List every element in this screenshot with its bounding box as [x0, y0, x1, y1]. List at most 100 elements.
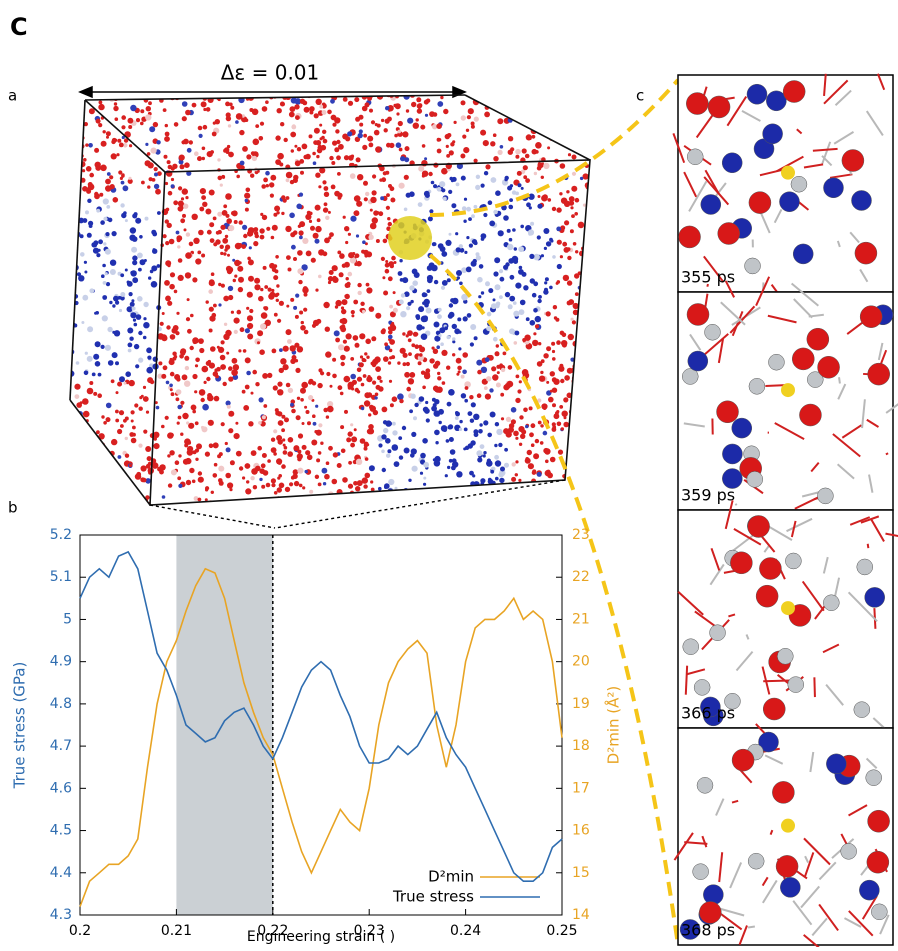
atom — [266, 483, 271, 488]
atom — [419, 353, 423, 357]
atom — [291, 476, 295, 480]
atom — [371, 120, 375, 124]
atom — [109, 301, 112, 304]
atom — [62, 281, 67, 286]
atom — [504, 500, 508, 504]
atom — [492, 90, 496, 94]
atom — [496, 383, 501, 388]
atom — [381, 119, 384, 122]
atom — [71, 493, 77, 499]
atom — [198, 498, 202, 502]
atom — [176, 231, 180, 235]
atom — [97, 393, 102, 398]
atom — [305, 470, 308, 473]
atom — [229, 103, 233, 107]
atom — [442, 381, 446, 385]
atom — [228, 152, 234, 158]
y-tick-label: 5 — [63, 611, 72, 627]
atom — [400, 311, 406, 317]
atom — [106, 282, 110, 286]
atom — [745, 258, 761, 274]
atom — [346, 437, 351, 442]
x-tick-label: 0.2 — [69, 923, 91, 939]
atom — [161, 334, 167, 340]
atom — [72, 273, 76, 277]
center-atom — [781, 601, 795, 615]
atom — [198, 471, 202, 475]
atom — [278, 420, 284, 426]
atom — [119, 376, 125, 382]
atom — [334, 147, 339, 152]
atom — [208, 360, 211, 363]
atom — [474, 336, 478, 340]
atom — [259, 478, 262, 481]
atom — [111, 379, 115, 383]
atom — [410, 394, 415, 399]
atom — [261, 485, 265, 489]
atom — [66, 172, 72, 178]
atom — [490, 141, 495, 146]
center-atom — [781, 383, 795, 397]
atom — [124, 485, 127, 488]
atom — [228, 428, 233, 433]
atom — [143, 430, 147, 434]
atom — [178, 186, 182, 190]
atom — [356, 234, 359, 237]
atom — [134, 403, 138, 407]
atom — [420, 453, 426, 459]
atom — [213, 217, 217, 221]
atom — [338, 344, 344, 350]
atom — [248, 259, 254, 265]
atom — [559, 498, 564, 503]
atom — [339, 499, 345, 505]
atom — [83, 470, 88, 475]
atom — [390, 198, 395, 203]
atom — [528, 463, 534, 469]
atom — [590, 406, 594, 410]
atom — [228, 411, 234, 417]
atom — [85, 210, 89, 214]
atom — [480, 444, 485, 449]
atom — [131, 247, 137, 253]
atom — [526, 108, 532, 114]
atom — [73, 485, 78, 490]
atom — [266, 184, 269, 187]
atom — [285, 487, 290, 492]
atom — [234, 275, 237, 278]
atom — [409, 506, 415, 512]
atom — [464, 428, 468, 432]
atom — [374, 130, 380, 136]
atom — [178, 454, 181, 457]
atom — [170, 272, 175, 277]
atom — [132, 426, 136, 430]
atom — [297, 347, 301, 351]
atom — [456, 358, 462, 364]
atom — [138, 358, 143, 363]
atom — [233, 279, 236, 282]
atom — [224, 323, 227, 326]
atom — [245, 199, 248, 202]
atom — [121, 125, 125, 129]
atom — [162, 312, 165, 315]
atom — [686, 93, 708, 115]
atom — [823, 178, 843, 198]
atom — [171, 184, 175, 188]
atom — [121, 474, 126, 479]
atom — [226, 218, 232, 224]
atom — [433, 458, 436, 461]
atom — [92, 486, 95, 489]
atom — [75, 112, 80, 117]
atom — [414, 403, 418, 407]
atom — [517, 389, 521, 393]
atom — [243, 507, 246, 510]
atom — [396, 112, 399, 115]
atom — [177, 245, 180, 248]
atom — [419, 396, 425, 402]
atom — [418, 202, 423, 207]
atom — [363, 250, 369, 256]
atom — [557, 240, 562, 245]
atom — [776, 855, 798, 877]
atom — [418, 361, 422, 365]
atom — [134, 344, 139, 349]
atom — [294, 481, 299, 486]
